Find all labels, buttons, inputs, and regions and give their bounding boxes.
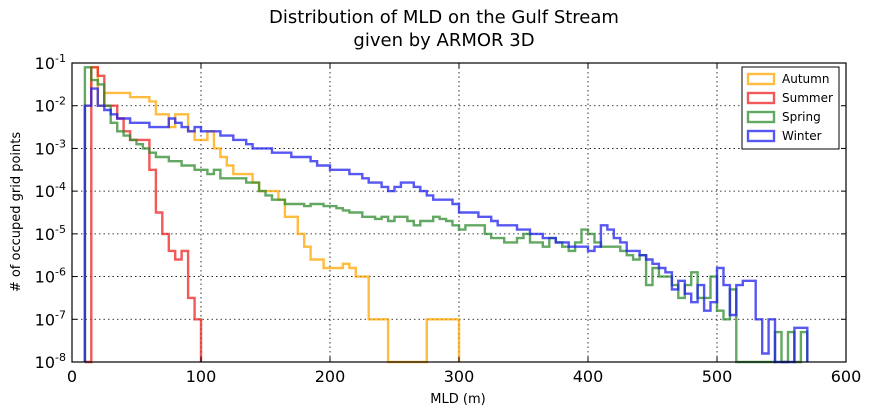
y-tick-label: 10-8 (35, 351, 66, 372)
chart-title-line1: Distribution of MLD on the Gulf Stream (269, 7, 619, 28)
series-layer (83, 66, 809, 364)
legend-swatch (746, 110, 776, 124)
x-tick-label: 600 (831, 367, 862, 386)
x-tick-label: 300 (444, 367, 475, 386)
y-tick-label: 10-6 (35, 266, 66, 287)
legend-swatch (746, 91, 776, 105)
y-tick-label: 10-7 (35, 308, 66, 329)
legend: Autumn Summer Spring Winter (741, 66, 840, 150)
series-line-winter (83, 87, 809, 364)
legend-label-autumn: Autumn (782, 72, 829, 86)
x-tick-label: 200 (315, 367, 346, 386)
y-tick-label: 10-5 (35, 223, 66, 244)
y-tick-label: 10-3 (35, 137, 66, 158)
tick-layer: 0 100 200 300 400 500 600 10-8 10-7 10-6 10-5 10-4 1… (35, 52, 862, 386)
series-line-autumn (83, 66, 461, 364)
legend-label-winter: Winter (782, 129, 822, 143)
x-tick-label: 0 (67, 367, 77, 386)
legend-swatch (746, 72, 776, 86)
x-tick-label: 400 (573, 367, 604, 386)
x-tick-label: 100 (186, 367, 217, 386)
series-line-summer (84, 66, 203, 364)
x-axis-label: MLD (m) (430, 392, 485, 407)
legend-label-summer: Summer (782, 91, 833, 105)
series-line-spring (83, 66, 809, 364)
y-tick-label: 10-1 (35, 52, 66, 73)
y-tick-label: 10-2 (35, 95, 66, 116)
x-tick-label: 500 (702, 367, 733, 386)
chart-title-line2: given by ARMOR 3D (353, 30, 534, 51)
legend-swatch (746, 129, 776, 143)
legend-box (741, 66, 840, 150)
y-axis-label: # of occuped grid points (9, 132, 24, 293)
y-tick-label: 10-4 (35, 180, 66, 201)
legend-label-spring: Spring (782, 110, 821, 124)
